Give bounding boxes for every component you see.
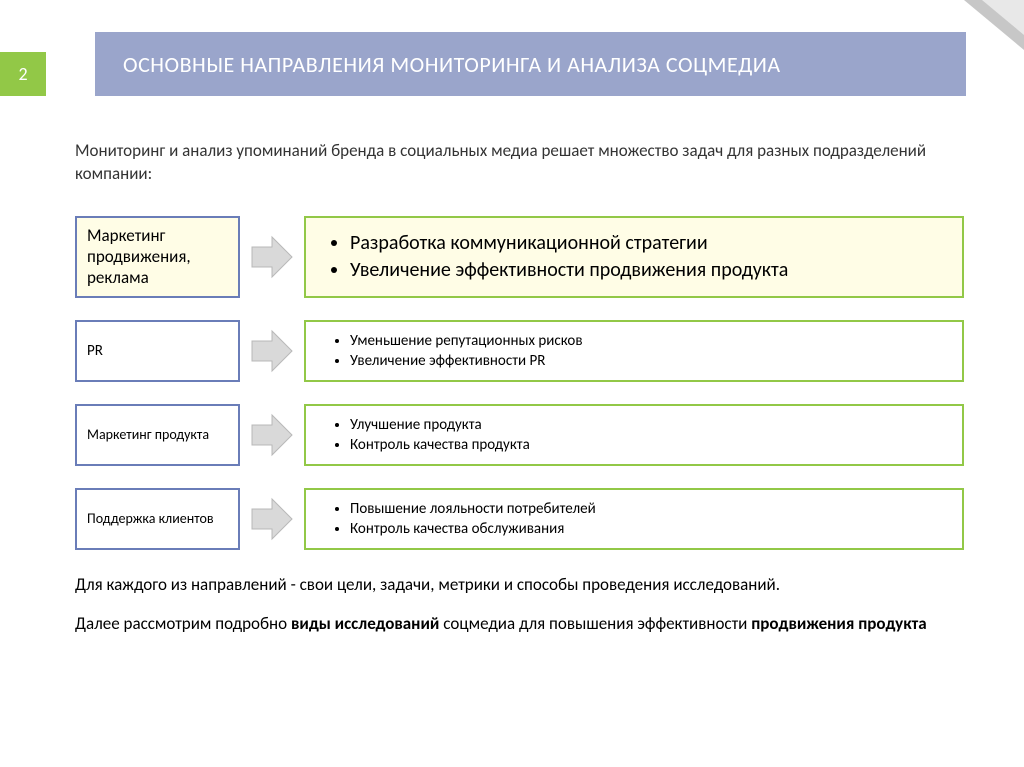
diagram-row: Маркетинг продвижения, реклама Разработка… (75, 216, 964, 298)
task-bullet: Увеличение эффективности PR (350, 351, 583, 371)
footer-seg-b: виды исследований (291, 613, 439, 634)
task-bullet: Контроль качества продукта (350, 435, 530, 455)
tasks-box: Уменьшение репутационных рисковУвеличени… (304, 320, 964, 382)
task-bullet: Увеличение эффективности продвижения про… (350, 257, 788, 284)
page-number-tab: 2 (0, 52, 46, 96)
footer-seg-a: Далее рассмотрим подробно (75, 613, 291, 634)
diagram-row: Поддержка клиентов Повышение лояльности п… (75, 488, 964, 550)
footer-seg-d: продвижения продукта (751, 613, 926, 634)
arrow-icon (248, 495, 296, 543)
footer-line-2: Далее рассмотрим подробно виды исследова… (75, 611, 964, 637)
task-bullet: Разработка коммуникационной стратегии (350, 230, 788, 257)
tasks-box: Повышение лояльности потребителейКонтрол… (304, 488, 964, 550)
arrow-icon (248, 411, 296, 459)
category-box: PR (75, 320, 240, 382)
task-bullet: Контроль качества обслуживания (350, 519, 596, 539)
content-area: Мониторинг и анализ упоминаний бренда в … (75, 140, 964, 651)
task-bullet: Повышение лояльности потребителей (350, 499, 596, 519)
task-bullet: Уменьшение репутационных рисков (350, 331, 583, 351)
footer-block: Для каждого из направлений - свои цели, … (75, 572, 964, 637)
page-number: 2 (18, 63, 27, 85)
intro-text: Мониторинг и анализ упоминаний бренда в … (75, 140, 964, 186)
rows-container: Маркетинг продвижения, реклама Разработка… (75, 216, 964, 550)
category-box: Поддержка клиентов (75, 488, 240, 550)
arrow-icon (248, 233, 296, 281)
category-box: Маркетинг продвижения, реклама (75, 216, 240, 298)
footer-seg-c: соцмедиа для повышения эффективности (439, 613, 751, 634)
title-bar: ОСНОВНЫЕ НАПРАВЛЕНИЯ МОНИТОРИНГА И АНАЛИ… (95, 32, 966, 96)
category-box: Маркетинг продукта (75, 404, 240, 466)
tasks-box: Улучшение продуктаКонтроль качества прод… (304, 404, 964, 466)
tasks-box: Разработка коммуникационной стратегииУве… (304, 216, 964, 298)
diagram-row: Маркетинг продукта Улучшение продуктаКонт… (75, 404, 964, 466)
arrow-icon (248, 327, 296, 375)
task-bullet: Улучшение продукта (350, 415, 530, 435)
slide-title: ОСНОВНЫЕ НАПРАВЛЕНИЯ МОНИТОРИНГА И АНАЛИ… (123, 51, 781, 78)
footer-line-1: Для каждого из направлений - свои цели, … (75, 572, 964, 598)
diagram-row: PR Уменьшение репутационных рисковУвеличе… (75, 320, 964, 382)
corner-decoration-inner (982, 0, 1024, 35)
